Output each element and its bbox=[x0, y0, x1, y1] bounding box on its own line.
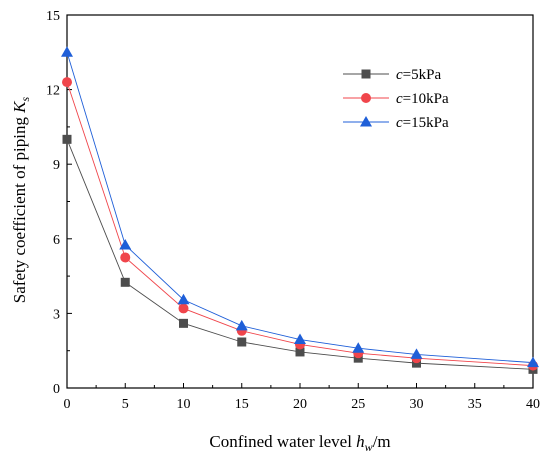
legend-label-var: c bbox=[396, 91, 403, 107]
series-2-point bbox=[178, 303, 189, 314]
legend-label-rest: =5kPa bbox=[403, 67, 442, 83]
x-axis-title-suffix: /m bbox=[373, 432, 391, 451]
series-1-point bbox=[62, 134, 72, 144]
legend-marker-2 bbox=[361, 93, 371, 103]
y-tick-label: 0 bbox=[53, 382, 60, 397]
legend-marker-1 bbox=[361, 69, 371, 79]
legend-label-2: c=10kPa bbox=[396, 91, 449, 107]
legend-label-1: c=5kPa bbox=[396, 67, 441, 83]
plot-frame bbox=[66, 14, 534, 389]
series-lines bbox=[66, 52, 534, 370]
series-1-point bbox=[295, 347, 305, 357]
series-3-point bbox=[294, 333, 306, 345]
series-2-point bbox=[62, 77, 72, 88]
series-3-point bbox=[119, 239, 132, 250]
series-1-point bbox=[120, 277, 130, 287]
x-tick-label: 0 bbox=[64, 397, 71, 412]
x-tick-label: 40 bbox=[526, 397, 540, 412]
series-line-2 bbox=[66, 81, 534, 367]
y-axis-title: Safety coefficient of piping Ks bbox=[10, 96, 32, 303]
x-axis-title-sub: w bbox=[365, 440, 373, 454]
x-axis-title-var: h bbox=[356, 432, 365, 451]
x-tick-label: 20 bbox=[293, 397, 307, 412]
y-tick-label: 12 bbox=[46, 84, 60, 99]
legend-label-var: c bbox=[396, 115, 403, 131]
series-3-point bbox=[410, 348, 423, 359]
legend-label-3: c=15kPa bbox=[396, 115, 449, 131]
legend-marker-3 bbox=[360, 116, 372, 127]
y-tick-label: 6 bbox=[53, 233, 60, 248]
series-1-point bbox=[237, 337, 247, 347]
x-tick-label: 15 bbox=[235, 397, 249, 412]
legend-label-rest: =15kPa bbox=[403, 115, 449, 131]
series-3-point bbox=[527, 356, 539, 368]
legend-label-rest: =10kPa bbox=[403, 91, 449, 107]
y-tick-label: 15 bbox=[46, 9, 60, 24]
series-1-point bbox=[179, 318, 188, 328]
series-markers bbox=[61, 46, 539, 374]
x-tick-label: 35 bbox=[468, 397, 482, 412]
y-axis-title-var: K bbox=[10, 100, 29, 114]
series-3-point bbox=[235, 319, 248, 331]
x-tick-label: 25 bbox=[351, 397, 365, 412]
series-2-point bbox=[120, 252, 131, 263]
series-3-point bbox=[177, 293, 190, 305]
x-axis-title-prefix: Confined water level bbox=[209, 432, 356, 451]
x-axis-title: Confined water level hw/m bbox=[209, 432, 390, 454]
series-line-3 bbox=[66, 52, 534, 364]
x-tick-label: 10 bbox=[177, 397, 191, 412]
series-line-1 bbox=[66, 139, 534, 370]
series-3-point bbox=[352, 342, 365, 353]
series-3-point bbox=[61, 46, 73, 57]
x-tick-label: 30 bbox=[410, 397, 424, 412]
y-tick-label: 9 bbox=[53, 158, 60, 173]
y-tick-label: 3 bbox=[53, 307, 60, 322]
x-tick-label: 5 bbox=[122, 397, 129, 412]
legend-label-var: c bbox=[396, 67, 403, 83]
y-axis-title-sub: s bbox=[18, 96, 32, 101]
axis-ticks: 0 5 10 15 20 25 30 35 40 0 3 6 9 12 15 bbox=[46, 9, 540, 412]
y-axis-title-prefix: Safety coefficient of piping bbox=[10, 113, 29, 303]
